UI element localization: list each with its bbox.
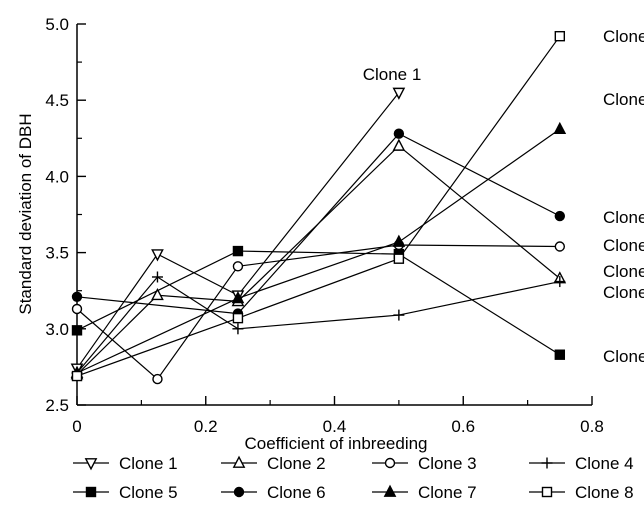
- legend-label: Clone 6: [267, 483, 326, 502]
- legend-label: Clone 7: [418, 483, 477, 502]
- legend-marker: [232, 455, 246, 468]
- series-clone-6: Clone 6: [71, 128, 644, 319]
- legend-marker: [233, 486, 245, 498]
- series-clone-8: Clone 8: [71, 27, 644, 382]
- legend-item: Clone 3: [372, 454, 477, 473]
- series-clone-5: Clone 5: [71, 245, 644, 366]
- legend-item: Clone 7: [372, 483, 477, 502]
- y-tick-label: 4.0: [45, 167, 69, 186]
- y-tick-label: 3.0: [45, 320, 69, 339]
- y-tick-label: 4.5: [45, 91, 69, 110]
- series-end-label: Clone 4: [603, 283, 644, 302]
- series-line: [76, 128, 561, 374]
- data-point: [393, 128, 405, 139]
- data-point: [554, 30, 566, 42]
- data-point: [553, 121, 567, 135]
- series-end-label: Clone 8: [603, 27, 644, 46]
- series-clone-7: Clone 7: [70, 90, 644, 378]
- legend-item: Clone 8: [529, 483, 634, 502]
- data-point: [554, 276, 566, 288]
- data-point: [392, 138, 406, 151]
- legend-marker: [384, 457, 396, 469]
- data-point: [232, 312, 244, 324]
- series-end-label: Clone 1: [363, 65, 422, 84]
- series-clone-3: Clone 3: [71, 236, 644, 385]
- legend-label: Clone 5: [119, 483, 178, 502]
- data-point: [151, 271, 163, 283]
- legend: Clone 1 Clone 2 Clone 3 Clone 4 Clone 5 Clone…: [73, 454, 634, 502]
- series-end-label: Clone 6: [603, 208, 644, 227]
- series-line: [76, 276, 560, 374]
- data-point: [232, 261, 244, 272]
- data-point: [232, 245, 244, 257]
- legend-label: Clone 1: [119, 454, 178, 473]
- series-end-label: Clone 3: [603, 236, 644, 255]
- data-point: [554, 349, 566, 360]
- legend-label: Clone 3: [418, 454, 477, 473]
- y-tick-label: 2.5: [45, 396, 69, 415]
- legend-marker: [84, 458, 98, 471]
- legend-item: Clone 1: [73, 454, 178, 473]
- x-axis-label: Coefficient of inbreeding: [244, 434, 427, 453]
- series-line: [76, 92, 400, 369]
- x-tick-label: 0: [72, 417, 81, 436]
- series-line: [76, 35, 561, 377]
- series-clone-4: Clone 4: [71, 271, 644, 379]
- data-point: [554, 210, 566, 222]
- data-point: [232, 323, 244, 335]
- series-line: [76, 132, 561, 315]
- legend-marker: [85, 486, 97, 498]
- data-point: [152, 373, 163, 385]
- data-point: [393, 253, 405, 264]
- series-layer: Clone 1 Clone 2 Clone 3 Clone 4 Clone 5 Clone…: [70, 27, 644, 385]
- legend-label: Clone 8: [575, 483, 634, 502]
- series-end-label: Clone 7: [603, 90, 644, 109]
- series-end-label: Clone 5: [603, 347, 644, 366]
- legend-label: Clone 2: [267, 454, 326, 473]
- legend-label: Clone 4: [575, 454, 634, 473]
- data-point: [231, 291, 245, 304]
- axes: 2.5 3.0 3.5 4.0 4.5 5.0 0 0.2 0.4 0.6 0.8 Coefficie…: [16, 15, 604, 453]
- legend-marker: [541, 486, 553, 498]
- legend-marker: [541, 457, 553, 469]
- data-point: [554, 241, 566, 252]
- data-point: [151, 287, 164, 301]
- data-point: [71, 370, 83, 382]
- x-tick-label: 0.4: [323, 417, 347, 436]
- series-line: [76, 250, 561, 356]
- y-tick-label: 5.0: [45, 15, 69, 34]
- data-point: [393, 309, 405, 321]
- data-point: [392, 234, 406, 247]
- x-tick-label: 0.6: [451, 417, 475, 436]
- legend-item: Clone 2: [221, 454, 326, 473]
- legend-item: Clone 6: [221, 483, 326, 502]
- legend-marker: [383, 484, 397, 497]
- x-tick-label: 0.8: [580, 417, 604, 436]
- y-tick-label: 3.5: [45, 244, 69, 263]
- legend-item: Clone 5: [73, 483, 178, 502]
- data-point: [71, 325, 83, 336]
- data-point: [71, 291, 83, 302]
- y-axis-label: Standard deviation of DBH: [16, 113, 35, 314]
- data-point: [71, 303, 83, 315]
- data-point: [151, 249, 164, 262]
- data-point: [392, 87, 406, 100]
- series-end-label: Clone 2: [603, 262, 644, 281]
- x-tick-label: 0.2: [194, 417, 218, 436]
- legend-item: Clone 4: [529, 454, 634, 473]
